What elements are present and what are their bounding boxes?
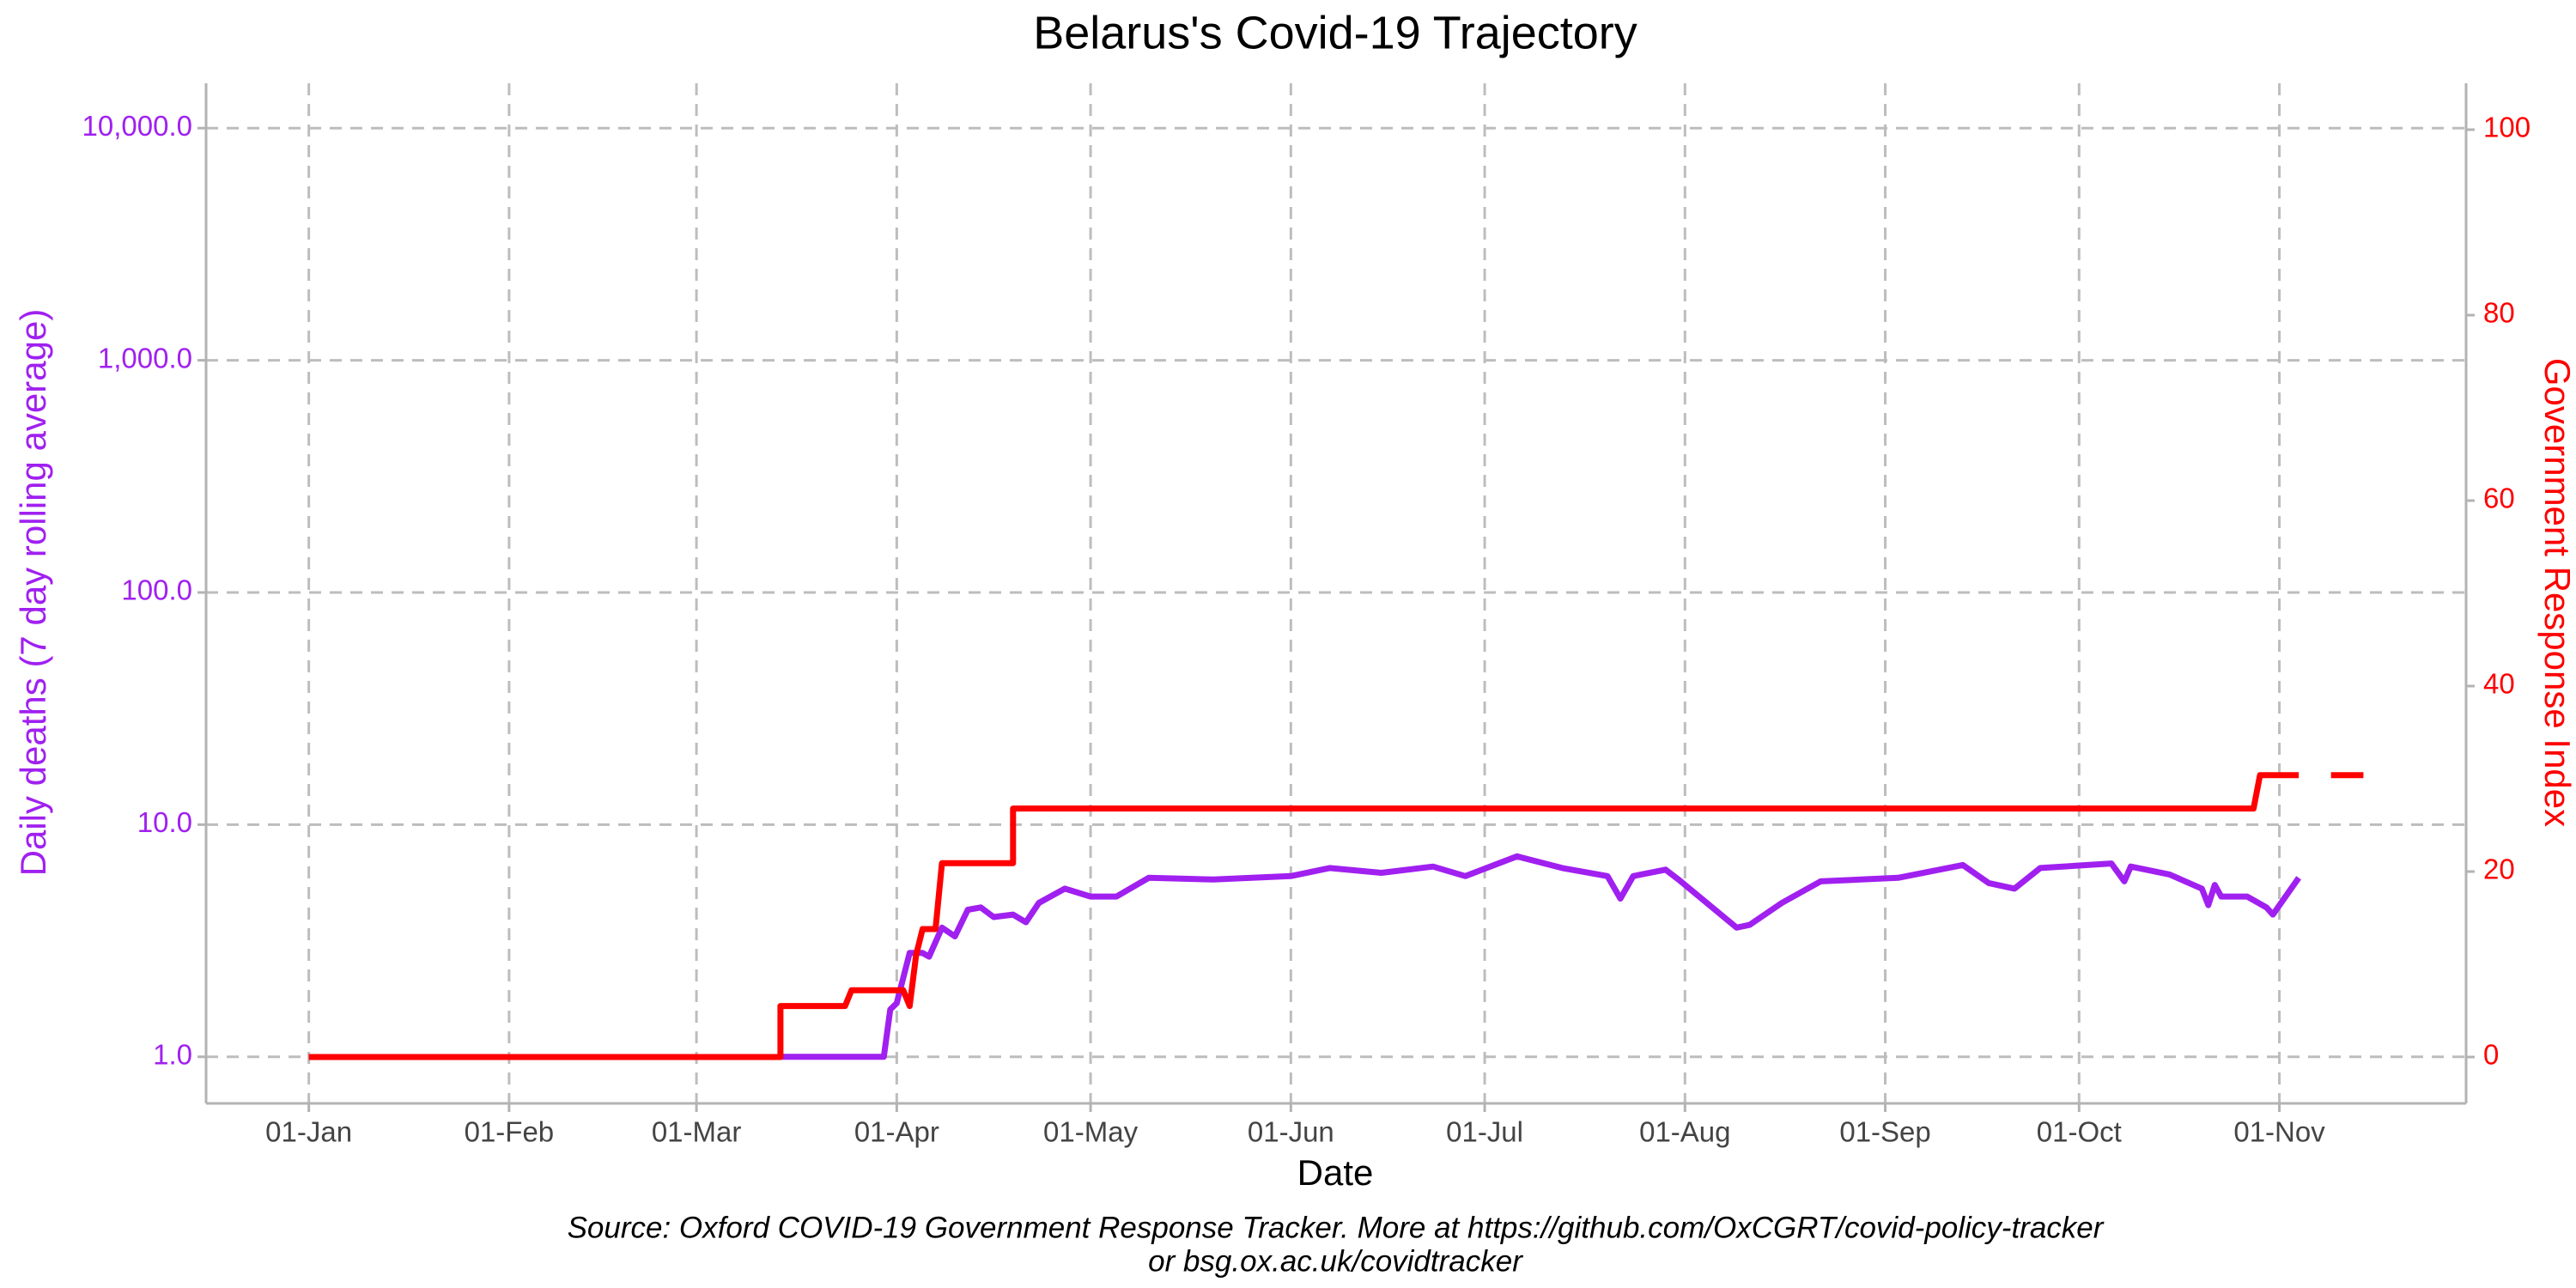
y2-tick-label: 40 <box>2483 668 2515 700</box>
y2-tick-label: 0 <box>2483 1039 2499 1071</box>
y-tick-label: 1.0 <box>153 1038 192 1070</box>
y-axis-title: Daily deaths (7 day rolling average) <box>13 309 53 877</box>
caption: or bsg.ox.ac.uk/covidtracker <box>1148 1244 1523 1278</box>
y2-tick-label: 60 <box>2483 483 2515 514</box>
caption: Source: Oxford COVID-19 Government Respo… <box>568 1211 2105 1244</box>
chart-title: Belarus's Covid-19 Trajectory <box>1033 7 1637 58</box>
x-axis-title: Date <box>1297 1152 1374 1193</box>
x-tick-label: 01-May <box>1043 1116 1139 1148</box>
x-tick-label: 01-Jun <box>1248 1116 1334 1148</box>
y2-tick-label: 80 <box>2483 297 2515 329</box>
x-tick-label: 01-Sep <box>1839 1116 1930 1148</box>
y-tick-label: 1,000.0 <box>98 342 192 374</box>
y2-axis-title: Government Response Index <box>2537 358 2576 827</box>
data-line <box>308 772 2364 1060</box>
y-tick-label: 100.0 <box>121 574 192 606</box>
data-line <box>780 853 2301 1060</box>
y2-tick-label: 100 <box>2483 112 2530 143</box>
x-tick-label: 01-Nov <box>2233 1116 2325 1148</box>
y-tick-label: 10.0 <box>137 806 192 838</box>
y2-tick-label: 20 <box>2483 854 2515 885</box>
x-tick-label: 01-Mar <box>652 1116 742 1148</box>
x-tick-label: 01-Jul <box>1446 1116 1523 1148</box>
x-tick-label: 01-Apr <box>854 1116 939 1148</box>
x-tick-label: 01-Jan <box>265 1116 352 1148</box>
x-tick-label: 01-Oct <box>2037 1116 2122 1148</box>
x-tick-label: 01-Feb <box>465 1116 555 1148</box>
y-tick-label: 10,000.0 <box>82 110 192 142</box>
x-tick-label: 01-Aug <box>1639 1116 1730 1148</box>
